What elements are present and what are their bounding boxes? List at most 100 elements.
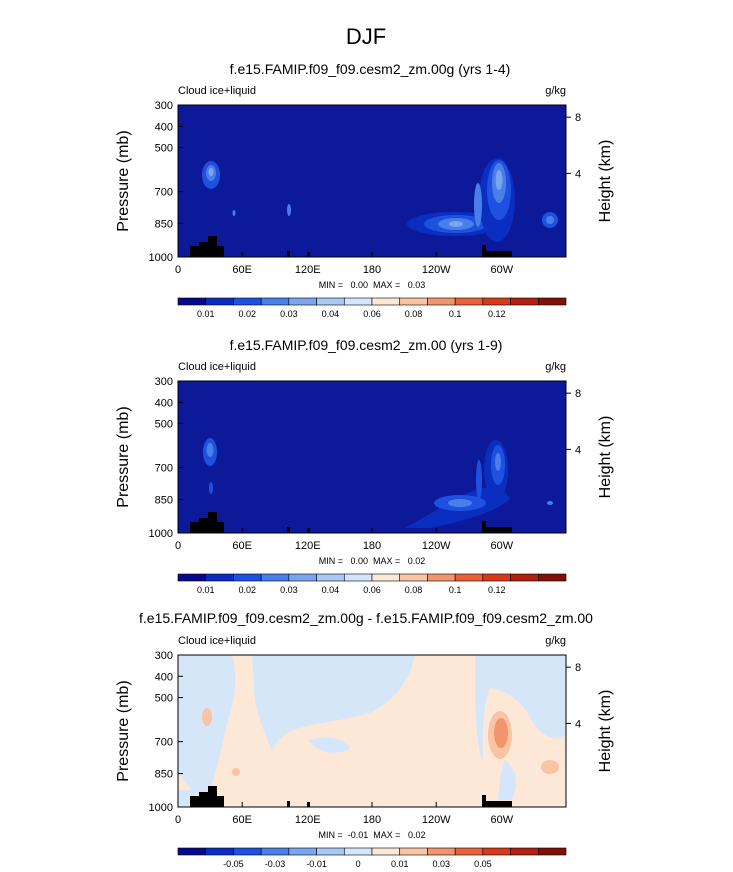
colorbar-label: 0.08 <box>405 585 423 595</box>
axes: 300 400 500 700 850 1000 8 4 0 60E 120E 180 120W 60W <box>149 100 582 276</box>
field-background <box>178 381 566 533</box>
terrain-mask <box>190 786 224 807</box>
colorbar-label: 0.03 <box>280 309 298 319</box>
colorbar-label: -0.05 <box>223 859 244 869</box>
colorbar-segment <box>343 847 373 856</box>
pressure-tick-label: 700 <box>155 463 173 475</box>
colorbar: 0.01 0.02 0.03 0.04 0.06 0.08 0.1 0.12 <box>177 297 567 319</box>
colorbar-label: 0.05 <box>474 859 492 869</box>
positive-contour <box>541 760 559 774</box>
longitude-tick-label: 0 <box>175 540 181 552</box>
terrain-mask <box>482 245 512 257</box>
longitude-tick-label: 60E <box>232 814 252 826</box>
longitude-tick-label: 180 <box>363 814 381 826</box>
cloud-contour <box>287 204 291 216</box>
negative-contour <box>252 655 415 752</box>
pressure-tick-label: 300 <box>155 650 173 662</box>
colorbar-label: -0.01 <box>306 859 327 869</box>
pressure-tick-label: 850 <box>155 769 173 781</box>
colorbar-segment <box>537 573 567 582</box>
colorbar-segment <box>371 573 401 582</box>
colorbar-label: 0.02 <box>239 309 257 319</box>
axes: 300 400 500 700 850 1000 8 4 0 60E 120E 180 120W 60W <box>149 376 582 552</box>
pressure-tick-label: 400 <box>155 121 173 133</box>
positive-contour <box>494 718 508 748</box>
terrain-mask <box>307 252 310 257</box>
colorbar-label: 0.03 <box>433 859 451 869</box>
terrain-mask <box>190 512 224 533</box>
colorbar-segment <box>371 297 401 306</box>
contour-field <box>178 105 566 257</box>
panel-title: f.e15.FAMIP.f09_f09.cesm2_zm.00g (yrs 1-… <box>230 61 511 77</box>
colorbar-label: 0.01 <box>197 585 215 595</box>
cloud-contour <box>547 501 553 505</box>
colorbar-label: 0.06 <box>363 585 381 595</box>
pressure-tick-label: 400 <box>155 397 173 409</box>
height-tick-label: 8 <box>575 662 581 674</box>
panel-title: f.e15.FAMIP.f09_f09.cesm2_zm.00 (yrs 1-9… <box>230 337 503 353</box>
colorbar-segment <box>260 847 290 856</box>
colorbar-segment <box>399 573 428 582</box>
colorbar-segment <box>288 847 317 856</box>
height-tick-label: 4 <box>575 444 581 456</box>
cloud-contour <box>206 443 214 457</box>
colorbar-label: 0.02 <box>239 585 257 595</box>
colorbar-segment <box>233 297 262 306</box>
colorbar-label: 0.03 <box>280 585 298 595</box>
longitude-tick-label: 0 <box>175 814 181 826</box>
terrain-mask <box>190 236 224 257</box>
contour-field <box>178 381 566 533</box>
colorbar-segment <box>399 847 428 856</box>
terrain-mask <box>307 802 310 807</box>
panel-title: f.e15.FAMIP.f09_f09.cesm2_zm.00g - f.e15… <box>139 610 593 626</box>
colorbar-segment <box>177 297 207 306</box>
y-axis-label: Pressure (mb) <box>115 680 132 781</box>
cloud-contour <box>474 183 482 227</box>
height-tick-label: 4 <box>575 718 581 730</box>
variable-label: Cloud ice+liquid <box>178 361 256 373</box>
y-axis-right-label: Height (km) <box>597 416 614 499</box>
cloud-contour <box>208 168 214 176</box>
page-title: DJF <box>346 24 386 49</box>
longitude-tick-label: 60E <box>232 264 252 276</box>
pressure-tick-label: 700 <box>155 737 173 749</box>
units-label: g/kg <box>545 85 566 97</box>
colorbar-segment <box>316 573 345 582</box>
colorbar-segment <box>177 573 207 582</box>
pressure-tick-label: 700 <box>155 187 173 199</box>
min-max-stats: MIN = 0.00 MAX = 0.02 <box>319 556 426 566</box>
y-axis-right-label: Height (km) <box>597 140 614 223</box>
colorbar-segment <box>427 847 456 856</box>
colorbar-label: 0.01 <box>391 859 409 869</box>
cloud-contour <box>449 221 463 227</box>
colorbar-segment <box>427 297 456 306</box>
panel-2: f.e15.FAMIP.f09_f09.cesm2_zm.00 (yrs 1-9… <box>115 337 614 595</box>
colorbar-label: 0.12 <box>488 585 506 595</box>
colorbar-segment <box>482 573 511 582</box>
colorbar: 0.01 0.02 0.03 0.04 0.06 0.08 0.1 0.12 <box>177 573 567 595</box>
colorbar-segment <box>288 297 317 306</box>
min-max-stats: MIN = 0.00 MAX = 0.03 <box>319 280 426 290</box>
cloud-contour <box>546 216 554 224</box>
units-label: g/kg <box>545 635 566 647</box>
pressure-tick-label: 1000 <box>149 528 173 540</box>
colorbar-segment <box>510 297 539 306</box>
colorbar-segment <box>233 847 262 856</box>
pressure-tick-label: 300 <box>155 100 173 112</box>
pressure-tick-label: 500 <box>155 143 173 155</box>
colorbar-segment <box>205 573 234 582</box>
colorbar-label: 0.12 <box>488 309 506 319</box>
cloud-contour <box>476 460 482 500</box>
negative-contour <box>308 737 350 753</box>
cloud-contour <box>495 170 503 190</box>
y-axis-label: Pressure (mb) <box>115 406 132 507</box>
colorbar-segment <box>316 297 345 306</box>
y-axis-label: Pressure (mb) <box>115 130 132 231</box>
colorbar-segment <box>454 297 484 306</box>
longitude-tick-label: 180 <box>363 264 381 276</box>
colorbar-segment <box>537 297 567 306</box>
terrain-mask <box>287 251 290 257</box>
height-tick-label: 4 <box>575 168 581 180</box>
colorbar-label: 0.01 <box>197 309 215 319</box>
longitude-tick-label: 60W <box>490 540 513 552</box>
